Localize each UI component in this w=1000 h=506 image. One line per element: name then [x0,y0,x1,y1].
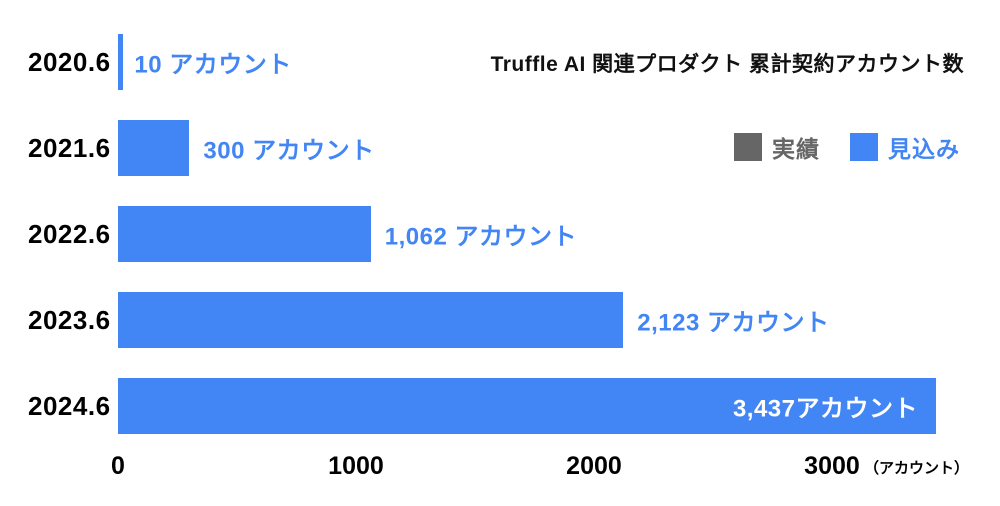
bar-track: 10 アカウント [118,34,936,90]
bar [118,206,371,262]
category-label: 2022.6 [28,218,111,249]
bar [118,292,624,348]
category-label: 2020.6 [28,46,111,77]
chart-title: Truffle AI 関連プロダクト 累計契約アカウント数 [490,53,964,76]
legend: 実績 見込み [734,130,960,164]
legend-swatch [850,133,878,161]
bar [118,34,123,90]
legend-swatch [734,133,762,161]
x-tick-label: 0 [111,452,125,480]
category-label: 2021.6 [28,132,111,163]
bar [118,378,936,434]
bar-track: 300 アカウント [118,120,936,176]
value-label: 3,437アカウント [732,395,918,423]
value-label: 2,123 アカウント [637,309,830,337]
chart-row: 2024.6 3,437アカウント [28,378,936,434]
bar [118,120,190,176]
value-label: 1,062 アカウント [384,223,577,251]
x-tick-label: 2000 [566,452,622,480]
chart-row: 2022.6 1,062 アカウント [28,206,936,262]
bar-track: 2,123 アカウント [118,292,936,348]
x-axis: 0 1000 2000 3000 （アカウント） [111,452,969,484]
value-label: 10 アカウント [134,51,292,79]
value-label: 300 アカウント [203,137,375,165]
bar-track: 1,062 アカウント [118,206,936,262]
x-axis-unit: （アカウント） [863,460,969,477]
plot-area: 2020.6 10 アカウント 2021.6 300 アカウント 2022.6 1,062… [28,34,936,434]
category-label: 2024.6 [28,390,111,421]
bar-track: 3,437アカウント [118,378,936,434]
legend-item: 実績 [734,130,820,164]
x-tick-label: 3000 [804,452,860,480]
chart-row: 2021.6 300 アカウント [28,120,936,176]
chart-row: 2020.6 10 アカウント [28,34,936,90]
chart-row: 2023.6 2,123 アカウント [28,292,936,348]
x-tick-label: 1000 [328,452,384,480]
legend-item: 見込み [850,130,960,164]
category-label: 2023.6 [28,304,111,335]
legend-label: 実績 [772,136,820,162]
legend-label: 見込み [888,136,960,162]
